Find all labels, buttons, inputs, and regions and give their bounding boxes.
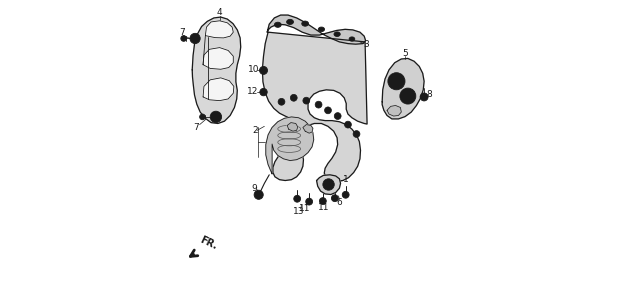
Text: 8: 8 [426, 90, 432, 99]
Text: FR.: FR. [198, 235, 218, 252]
Circle shape [319, 198, 326, 204]
Circle shape [344, 193, 347, 196]
Polygon shape [266, 117, 314, 174]
Text: 5: 5 [402, 49, 408, 58]
Ellipse shape [276, 23, 280, 26]
Circle shape [353, 130, 360, 137]
Polygon shape [382, 58, 424, 119]
Circle shape [404, 93, 412, 100]
Circle shape [315, 101, 322, 108]
Circle shape [303, 97, 310, 104]
Text: 2: 2 [252, 126, 258, 135]
Circle shape [200, 114, 205, 120]
Circle shape [254, 190, 263, 199]
Text: 3: 3 [364, 40, 369, 49]
Polygon shape [287, 123, 298, 131]
Circle shape [181, 36, 186, 41]
Text: 11: 11 [317, 203, 329, 212]
Circle shape [213, 114, 218, 120]
Ellipse shape [287, 19, 294, 24]
Circle shape [326, 182, 331, 187]
Circle shape [278, 98, 285, 105]
Text: 11: 11 [300, 204, 311, 213]
Circle shape [400, 88, 416, 104]
Ellipse shape [320, 28, 323, 31]
Polygon shape [387, 105, 401, 116]
Polygon shape [262, 32, 367, 182]
Circle shape [193, 36, 197, 41]
Text: 13: 13 [293, 207, 305, 216]
Ellipse shape [349, 37, 355, 41]
Circle shape [324, 107, 332, 114]
Circle shape [321, 200, 324, 202]
Ellipse shape [350, 38, 353, 40]
Polygon shape [203, 48, 234, 69]
Ellipse shape [288, 20, 292, 23]
Polygon shape [303, 125, 313, 133]
Ellipse shape [303, 22, 307, 25]
Circle shape [260, 67, 268, 74]
Circle shape [306, 198, 312, 205]
Circle shape [344, 121, 351, 128]
Circle shape [291, 94, 297, 101]
Circle shape [262, 69, 265, 72]
Text: 6: 6 [337, 198, 342, 207]
Circle shape [332, 195, 339, 202]
Circle shape [296, 197, 299, 200]
Circle shape [210, 111, 221, 123]
Text: 9: 9 [251, 184, 257, 193]
Ellipse shape [275, 22, 281, 27]
Circle shape [342, 191, 349, 198]
Polygon shape [203, 78, 234, 101]
Ellipse shape [335, 33, 339, 35]
Circle shape [420, 93, 428, 101]
Text: 4: 4 [217, 8, 223, 17]
Circle shape [262, 91, 265, 94]
Polygon shape [192, 17, 241, 124]
Ellipse shape [318, 27, 324, 32]
Circle shape [422, 95, 426, 99]
Polygon shape [317, 175, 340, 194]
Circle shape [260, 88, 268, 96]
Circle shape [388, 73, 405, 90]
Circle shape [333, 197, 336, 200]
Text: 10: 10 [248, 65, 260, 74]
Circle shape [308, 200, 310, 203]
Text: 7: 7 [193, 123, 199, 132]
Circle shape [190, 33, 200, 43]
Ellipse shape [334, 32, 340, 37]
Circle shape [323, 179, 334, 190]
Ellipse shape [301, 21, 308, 26]
Text: 12: 12 [247, 87, 259, 96]
Circle shape [334, 113, 341, 120]
Circle shape [294, 195, 301, 202]
Circle shape [257, 193, 260, 197]
Polygon shape [205, 21, 234, 38]
Text: 1: 1 [344, 175, 349, 184]
Polygon shape [268, 15, 365, 44]
Text: 7: 7 [180, 28, 186, 37]
Circle shape [393, 78, 400, 85]
